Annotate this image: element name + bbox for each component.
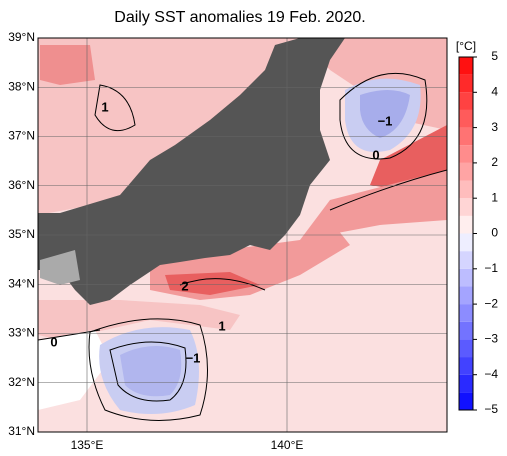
- lat-label: 37°N: [8, 129, 35, 143]
- contour-label: 1: [218, 318, 225, 333]
- colorbar: 5 4 3 2 1 0 −1 −2 −3 −4 −5: [458, 49, 498, 416]
- colorbar-segment: [459, 162, 473, 181]
- colorbar-segment: [459, 392, 473, 410]
- colorbar-segment: [459, 251, 473, 269]
- colorbar-label: −2: [484, 296, 498, 310]
- contour-label: 0: [50, 334, 57, 349]
- contour-label: −1: [186, 350, 201, 365]
- colorbar-label: −4: [484, 367, 498, 381]
- colorbar-label: 4: [491, 84, 498, 98]
- colorbar-segment: [459, 374, 473, 393]
- colorbar-segment: [459, 145, 473, 163]
- colorbar-segment: [459, 268, 473, 287]
- colorbar-segment: [459, 127, 473, 146]
- colorbar-segment: [459, 198, 473, 216]
- colorbar-segment: [459, 92, 473, 110]
- lat-label: 34°N: [8, 276, 35, 290]
- colorbar-label: −1: [484, 261, 498, 275]
- colorbar-segment: [459, 357, 473, 375]
- lat-label: 38°N: [8, 79, 35, 93]
- lon-label: 135°E: [71, 438, 104, 452]
- map-frame: [37, 37, 448, 433]
- lon-label: 140°E: [271, 438, 304, 452]
- colorbar-unit: [°C]: [456, 39, 476, 53]
- lat-label: 33°N: [8, 326, 35, 340]
- colorbar-segment: [459, 57, 473, 75]
- lat-label: 32°N: [8, 375, 35, 389]
- contour-label: 0: [372, 147, 379, 162]
- colorbar-label: −5: [484, 402, 498, 416]
- lat-label: 31°N: [8, 424, 35, 438]
- colorbar-segment: [459, 286, 473, 305]
- colorbar-segment: [459, 233, 473, 252]
- colorbar-segment: [459, 339, 473, 358]
- title: Daily SST anomalies 19 Feb. 2020.: [114, 9, 365, 26]
- colorbar-label: −3: [484, 332, 498, 346]
- lat-label: 39°N: [8, 30, 35, 44]
- colorbar-label: 2: [491, 155, 498, 169]
- contour-label: 2: [181, 278, 188, 293]
- colorbar-label: 0: [491, 226, 498, 240]
- colorbar-segment: [459, 109, 473, 128]
- colorbar-segment: [459, 215, 473, 234]
- colorbar-segment: [459, 304, 473, 322]
- contour-label: 1: [101, 99, 108, 114]
- lat-label: 36°N: [8, 178, 35, 192]
- contour-label: −1: [378, 113, 393, 128]
- lat-label: 35°N: [8, 227, 35, 241]
- colorbar-segment: [459, 180, 473, 199]
- colorbar-label: 1: [491, 190, 498, 204]
- colorbar-label: 3: [491, 120, 498, 134]
- colorbar-segment: [459, 321, 473, 340]
- colorbar-segment: [459, 74, 473, 93]
- colorbar-label: 5: [491, 49, 498, 63]
